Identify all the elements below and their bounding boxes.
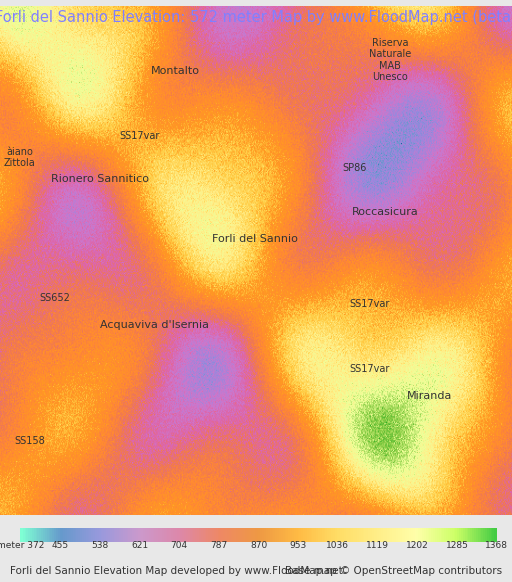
Text: Forli del Sannio Elevation: 572 meter Map by www.FloodMap.net (beta): Forli del Sannio Elevation: 572 meter Ma…: [0, 10, 512, 25]
Text: 1119: 1119: [366, 541, 389, 550]
Text: 953: 953: [290, 541, 307, 550]
Text: SS158: SS158: [15, 436, 46, 446]
Text: Acquaviva d'Isernia: Acquaviva d'Isernia: [100, 321, 209, 331]
Text: SS17var: SS17var: [350, 299, 390, 309]
Text: Forli del Sannio Elevation Map developed by www.FloodMap.net: Forli del Sannio Elevation Map developed…: [10, 566, 343, 576]
Text: Montalto: Montalto: [151, 66, 200, 76]
Text: 704: 704: [170, 541, 188, 550]
Text: Riserva
Naturale
MAB
Unesco: Riserva Naturale MAB Unesco: [369, 38, 411, 83]
Text: 538: 538: [91, 541, 109, 550]
Text: 870: 870: [250, 541, 267, 550]
Text: Rionero Sannitico: Rionero Sannitico: [51, 174, 149, 184]
Text: 787: 787: [210, 541, 227, 550]
Text: meter 372: meter 372: [0, 541, 44, 550]
Text: 1285: 1285: [445, 541, 468, 550]
Text: Base map © OpenStreetMap contributors: Base map © OpenStreetMap contributors: [285, 566, 502, 576]
Text: 455: 455: [52, 541, 69, 550]
Text: 1036: 1036: [327, 541, 349, 550]
Text: SS17var: SS17var: [120, 131, 160, 141]
Text: Roccasicura: Roccasicura: [352, 207, 418, 217]
Text: àiano
Zittola: àiano Zittola: [4, 147, 36, 168]
Text: 1368: 1368: [485, 541, 508, 550]
Text: 1202: 1202: [406, 541, 429, 550]
Text: SP86: SP86: [343, 164, 367, 173]
Text: 621: 621: [131, 541, 148, 550]
Text: SS652: SS652: [39, 293, 71, 303]
Text: SS17var: SS17var: [350, 364, 390, 374]
Text: Miranda: Miranda: [408, 391, 453, 401]
Text: Forli del Sannio: Forli del Sannio: [212, 234, 298, 244]
